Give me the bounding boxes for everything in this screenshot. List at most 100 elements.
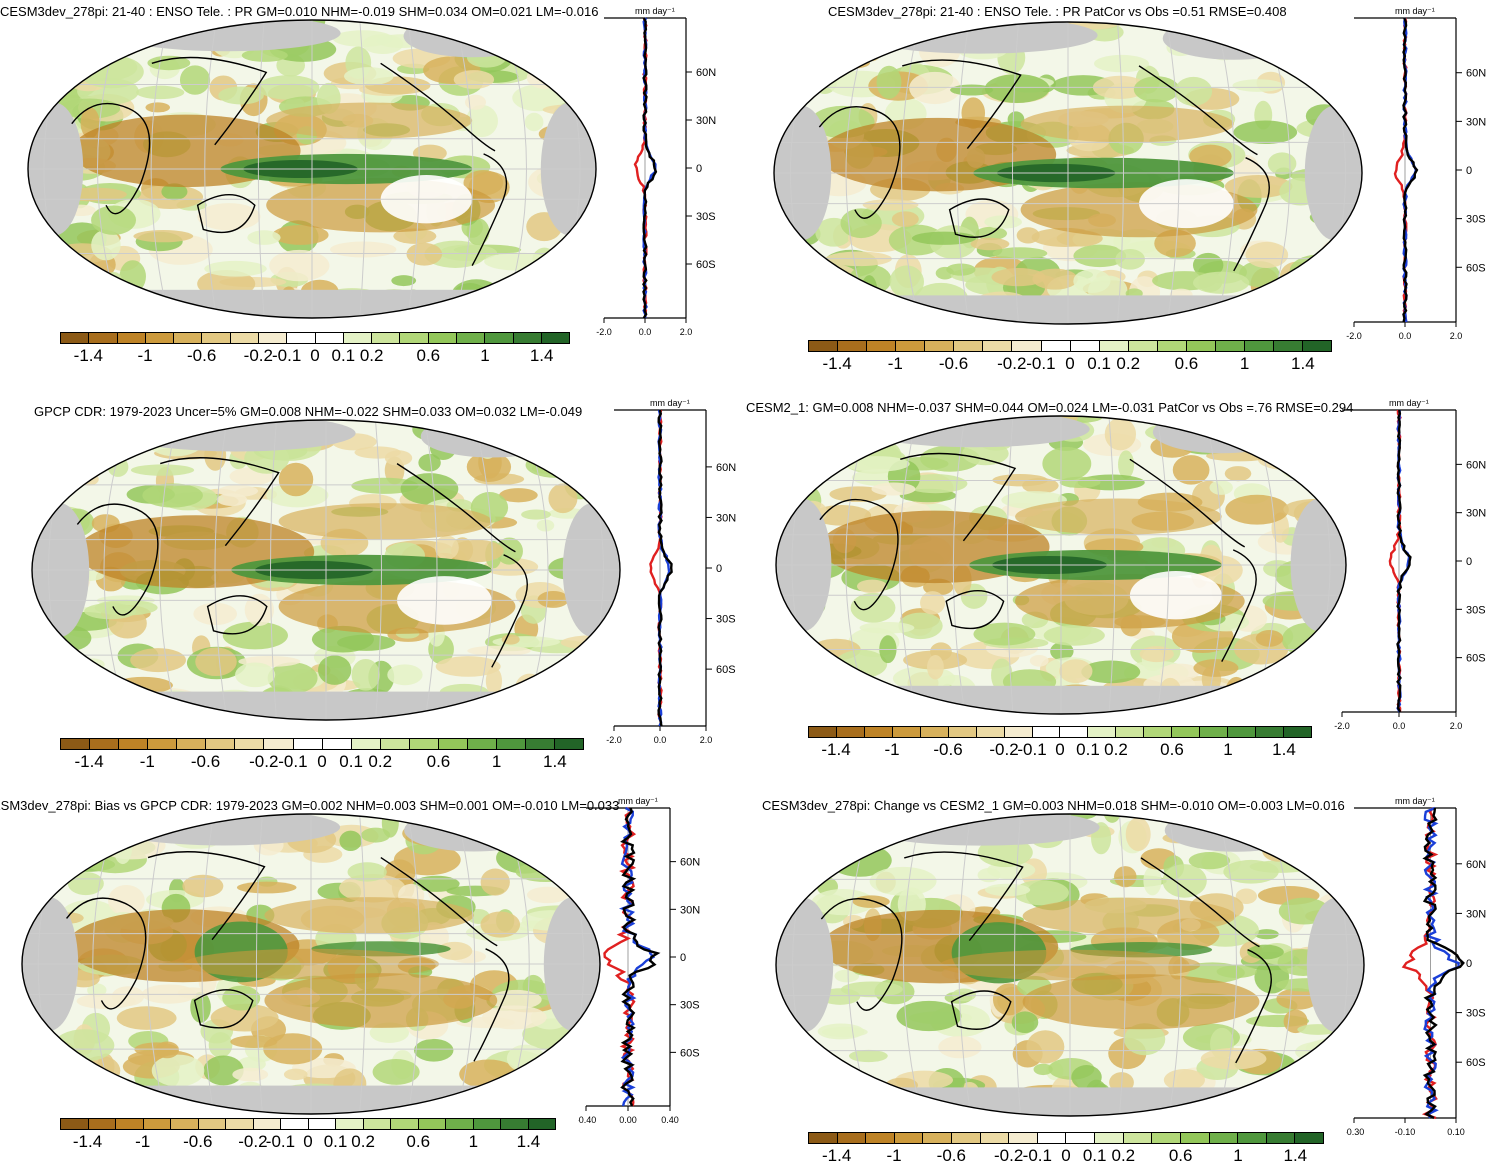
colorbar-swatch — [1060, 727, 1089, 737]
colorbar-tick-label: -1 — [887, 354, 903, 373]
latitude-tick-label: 60N — [696, 67, 716, 79]
colorbar-swatch — [501, 1119, 529, 1129]
colorbar-swatches — [808, 340, 1332, 352]
colorbar-tick-label: -0.6 — [187, 346, 217, 365]
panel-1-colorbar: -1.4 -1 -0.6 -0.2 -0.1 0 0.1 0.2 0.6 1 1.4 — [60, 332, 570, 365]
colorbar-tick-label: 0 — [1055, 740, 1065, 759]
colorbar-swatch — [838, 341, 868, 351]
colorbar-swatch — [235, 739, 265, 749]
colorbar-swatch — [322, 739, 352, 749]
panel-1-map — [26, 18, 598, 320]
colorbar-tick-label: 1 — [1239, 354, 1250, 373]
unit-label: mm day⁻¹ — [618, 796, 658, 806]
colorbar-swatches — [808, 1132, 1324, 1144]
colorbar-swatch — [473, 1119, 501, 1129]
colorbar-swatch — [528, 1119, 555, 1129]
colorbar-swatch — [983, 341, 1013, 351]
colorbar-tick-label: -0.6 — [933, 740, 963, 759]
colorbar-swatch — [177, 739, 207, 749]
latitude-tick-label: 30N — [716, 512, 736, 524]
colorbar-swatch — [230, 333, 259, 343]
latitude-tick-label: 0 — [680, 952, 686, 964]
colorbar-swatch — [1009, 1133, 1038, 1143]
colorbar-swatch — [809, 1133, 838, 1143]
colorbar-tick-label: 0.2 — [1104, 740, 1128, 759]
colorbar-swatch — [391, 1119, 419, 1129]
zonal-mean-line — [619, 806, 656, 1107]
colorbar-swatch — [1116, 727, 1145, 737]
colorbar-swatch — [1004, 727, 1033, 737]
colorbar-swatch — [1099, 341, 1129, 351]
colorbar-swatch — [920, 727, 949, 737]
colorbar-tick-label: -0.1 — [1026, 354, 1056, 373]
colorbar-swatch — [343, 333, 373, 343]
colorbar-tick-label: 1 — [1233, 1146, 1243, 1165]
unit-label: mm day⁻¹ — [1389, 398, 1429, 408]
colorbar-tick-label: 0.1 — [331, 346, 356, 365]
x-tick-label: 0.0 — [639, 327, 652, 337]
latitude-tick-label: 30S — [680, 1000, 700, 1012]
colorbar-tick-label: 0 — [310, 346, 320, 365]
colorbar-tick-label: -1 — [139, 752, 155, 771]
colorbar-swatch — [1186, 341, 1216, 351]
colorbar-swatch — [837, 1133, 867, 1143]
panel-6-title: CESM3dev_278pi: Change vs CESM2_1 GM=0.0… — [762, 798, 1345, 813]
colorbar-tick-label: -0.1 — [278, 752, 308, 771]
colorbar-swatch — [258, 333, 288, 343]
colorbar-swatch — [1041, 341, 1071, 351]
latitude-tick-label: 0 — [1466, 165, 1472, 177]
latitude-tick-label: 0 — [1466, 556, 1472, 568]
colorbar-tick-label: 0.6 — [406, 1132, 431, 1151]
colorbar-swatch — [89, 333, 118, 343]
colorbar-swatch — [1274, 341, 1304, 351]
colorbar-tick-label: 0.1 — [1087, 354, 1111, 373]
x-tick-label: 0.40 — [661, 1115, 679, 1125]
colorbar-swatch — [1244, 341, 1274, 351]
latitude-tick-label: 60S — [696, 259, 716, 271]
colorbar-swatch — [496, 739, 526, 749]
x-tick-label: -2.0 — [606, 735, 622, 745]
colorbar-tick-label: 0.1 — [339, 752, 363, 771]
x-tick-label: -2.0 — [1334, 721, 1350, 731]
colorbar-tick-label: -1 — [884, 740, 900, 759]
panel-3-colorbar: -1.4 -1 -0.6 -0.2 -0.1 0 0.1 0.2 0.6 1 1.4 — [60, 738, 584, 771]
colorbar-swatch — [293, 739, 323, 749]
colorbar-tick-label: 0.1 — [323, 1132, 348, 1151]
colorbar-swatch — [380, 739, 410, 749]
x-tick-label: 2.0 — [1450, 721, 1463, 731]
colorbar-swatch — [866, 1133, 895, 1143]
colorbar-swatch — [485, 333, 514, 343]
colorbar-swatch — [1180, 1133, 1210, 1143]
colorbar-swatch — [1088, 727, 1117, 737]
colorbar-tick-label: 1.4 — [543, 752, 567, 771]
colorbar-swatch — [253, 1119, 281, 1129]
colorbar-tick-label: 1.4 — [1291, 354, 1315, 373]
colorbar-tick-label: 1 — [1223, 740, 1233, 759]
latitude-tick-label: 30N — [1466, 908, 1486, 920]
panel-4-zonal-profile: mm day⁻¹ 60N 30N 0 30S 60S -2.0 0.0 2.0 — [1334, 396, 1496, 738]
panel-2-zonal-profile: mm day⁻¹ 60N 30N 0 30S 60S -2.0 0.0 2.0 — [1346, 4, 1496, 348]
colorbar-swatch — [1172, 727, 1201, 737]
colorbar-swatch — [145, 333, 175, 343]
colorbar-swatch — [226, 1119, 254, 1129]
colorbar-swatch — [1012, 341, 1042, 351]
latitude-tick-label: 30N — [680, 904, 700, 916]
colorbar-swatch — [438, 739, 468, 749]
latitude-tick-label: 60S — [1466, 653, 1486, 665]
colorbar-tick-label: -1.4 — [822, 1146, 852, 1165]
unit-label: mm day⁻¹ — [650, 398, 690, 408]
colorbar-tick-label: 1.4 — [516, 1132, 541, 1151]
colorbar-swatch — [836, 727, 865, 737]
unit-label: mm day⁻¹ — [1395, 796, 1435, 806]
x-tick-label: -0.10 — [1395, 1127, 1416, 1137]
latitude-tick-label: 60N — [1466, 459, 1486, 471]
colorbar-swatch — [526, 739, 556, 749]
colorbar-swatch — [1066, 1133, 1096, 1143]
panel-2-map — [772, 20, 1364, 326]
colorbar-tick-label: 0.2 — [1116, 354, 1141, 373]
colorbar-swatch — [555, 739, 584, 749]
latitude-tick-label: 30S — [696, 211, 716, 223]
x-tick-label: -0.30 — [1346, 1127, 1364, 1137]
colorbar-tick-label: 0.6 — [1174, 354, 1199, 373]
panel-2-title: CESM3dev_278pi: 21-40 : ENSO Tele. : PR … — [828, 4, 1287, 19]
